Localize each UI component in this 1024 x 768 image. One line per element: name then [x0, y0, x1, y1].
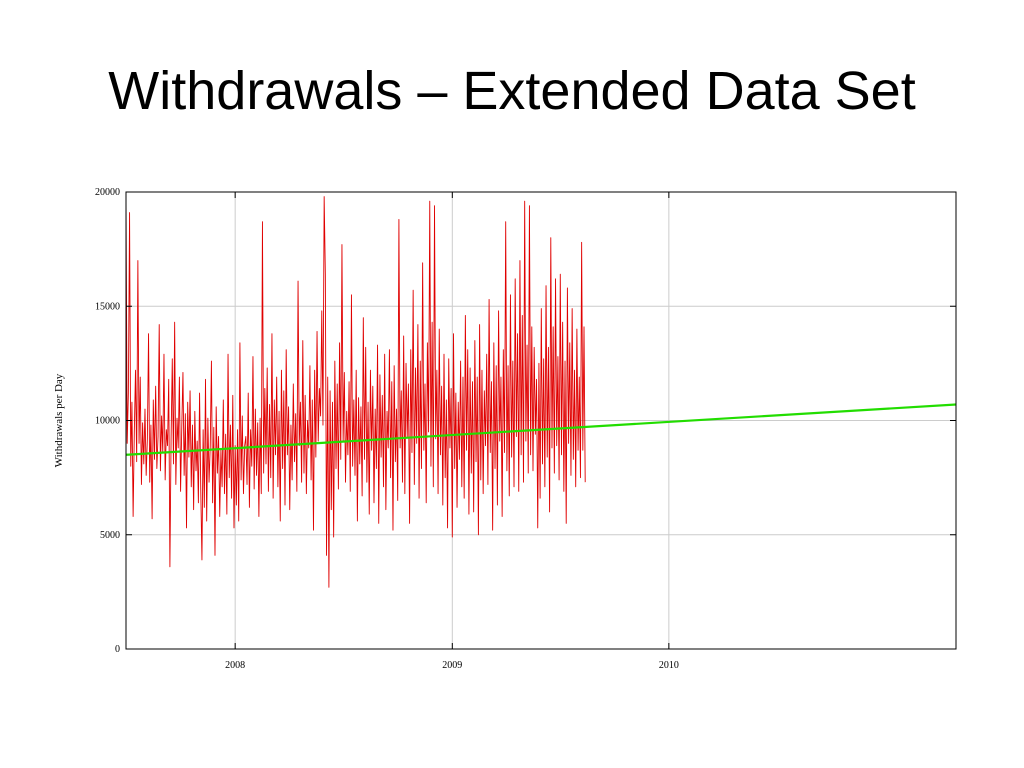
y-tick-label: 0	[115, 644, 120, 655]
series-layer	[125, 194, 957, 588]
y-tick-label: 5000	[100, 530, 120, 541]
x-tick-label: 2008	[225, 660, 245, 671]
y-tick-label: 15000	[95, 301, 120, 312]
y-tick-label: 10000	[95, 416, 120, 427]
x-tick-label: 2009	[442, 660, 462, 671]
axis-ticks: 0 5000 10000 15000 20000 2008 2009 2010	[95, 187, 956, 671]
trend-line	[125, 403, 957, 456]
slide-title: Withdrawals – Extended Data Set	[108, 61, 916, 121]
y-tick-label: 20000	[95, 187, 120, 198]
withdrawals-series-line	[125, 194, 586, 588]
y-axis-title: Withdrawals per Day	[53, 373, 65, 467]
x-tick-label: 2010	[659, 660, 679, 671]
